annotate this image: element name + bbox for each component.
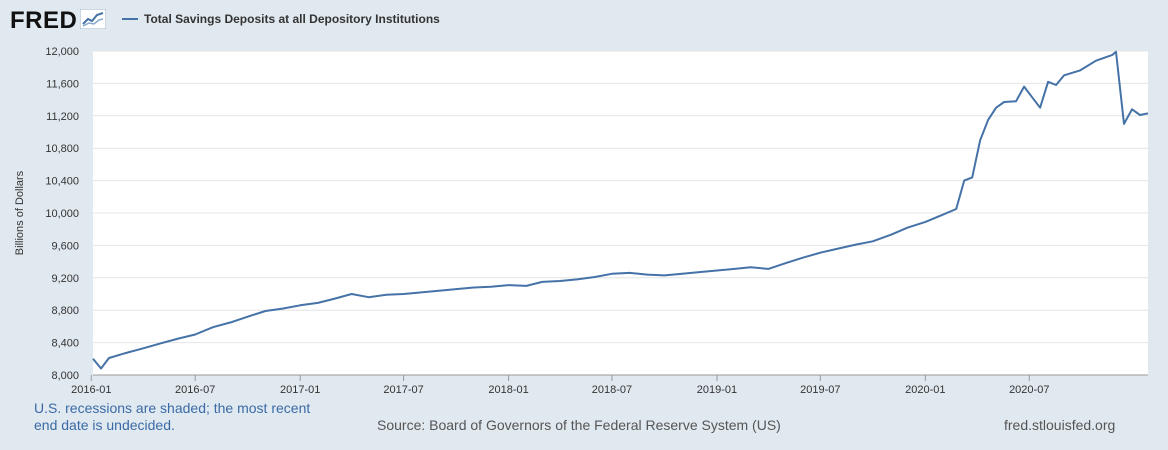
x-tick-label: 2017-07	[383, 384, 423, 396]
logo-text: FRED	[10, 7, 78, 34]
y-tick-label: 10,000	[45, 208, 79, 220]
y-tick-label: 10,800	[45, 143, 79, 155]
x-tick-label: 2017-01	[280, 384, 320, 396]
x-tick-label: 2020-07	[1009, 384, 1049, 396]
recession-note: U.S. recessions are shaded; the most rec…	[34, 400, 311, 433]
x-tick-label: 2019-01	[697, 384, 737, 396]
y-tick-label: 9,200	[51, 273, 79, 285]
x-tick-label: 2018-07	[592, 384, 632, 396]
y-tick-label: 12,000	[45, 46, 79, 58]
x-tick-label: 2018-01	[488, 384, 528, 396]
line-chart: 8,000 8,400 8,800 9,200 9,600 10,000 10,400 10,…	[45, 46, 1149, 396]
y-tick-label: 8,400	[51, 338, 79, 350]
y-tick-label: 8,000	[51, 370, 79, 382]
legend-label: Total Savings Deposits at all Depository…	[144, 12, 440, 26]
source-text: Source: Board of Governors of the Federa…	[377, 417, 781, 433]
chart-legend[interactable]: Total Savings Deposits at all Depository…	[122, 12, 440, 26]
y-tick-label: 9,600	[51, 240, 79, 252]
series-line	[92, 50, 1149, 370]
x-tick-label: 2019-07	[800, 384, 840, 396]
x-tick-label: 2020-01	[905, 384, 945, 396]
y-tick-label: 8,800	[51, 305, 79, 317]
y-tick-label: 11,600	[46, 78, 79, 90]
y-tick-label: 10,400	[45, 176, 79, 188]
x-tick-label: 2016-07	[175, 384, 215, 396]
site-link[interactable]: fred.stlouisfed.org	[1004, 417, 1116, 433]
x-tick-label: 2016-01	[71, 384, 111, 396]
legend-swatch	[122, 18, 138, 20]
y-tick-label: 11,200	[46, 111, 79, 123]
